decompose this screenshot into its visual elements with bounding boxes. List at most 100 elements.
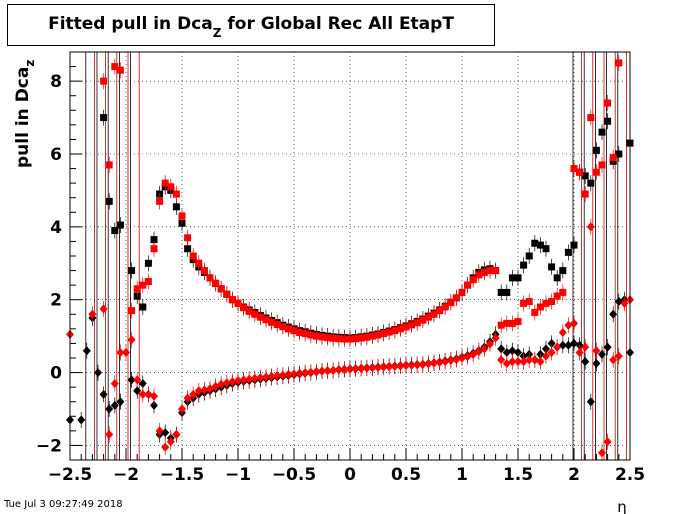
data-point-square bbox=[172, 203, 180, 211]
data-point-diamond bbox=[424, 359, 433, 369]
data-point-square bbox=[161, 179, 169, 187]
data-point-diamond bbox=[217, 379, 226, 389]
data-point-square bbox=[402, 323, 410, 331]
data-point-square bbox=[587, 114, 595, 122]
data-point-diamond bbox=[575, 348, 584, 358]
data-point-diamond bbox=[155, 426, 164, 436]
data-point-square bbox=[576, 168, 584, 176]
x-tick-label: −2.5 bbox=[48, 465, 92, 485]
data-point-diamond bbox=[480, 344, 489, 354]
data-point-square bbox=[581, 172, 589, 180]
data-point-square bbox=[256, 313, 264, 321]
data-point-square bbox=[464, 281, 472, 289]
y-tick-label: 0 bbox=[50, 364, 62, 384]
data-point-diamond bbox=[592, 358, 601, 368]
data-point-square bbox=[514, 318, 522, 326]
data-point-diamond bbox=[486, 339, 494, 349]
data-point-square bbox=[189, 252, 197, 260]
data-point-square bbox=[396, 325, 404, 333]
data-point-square bbox=[296, 329, 304, 336]
data-point-square bbox=[553, 292, 561, 300]
data-point-square bbox=[531, 239, 539, 247]
data-point-square bbox=[156, 197, 164, 205]
data-point-square bbox=[128, 307, 136, 315]
data-point-square bbox=[268, 318, 276, 326]
data-point-square bbox=[318, 333, 326, 341]
data-point-diamond bbox=[430, 358, 438, 368]
data-point-diamond bbox=[318, 366, 326, 376]
data-point-diamond bbox=[284, 369, 293, 379]
data-point-diamond bbox=[178, 404, 186, 414]
data-point-diamond bbox=[547, 348, 556, 358]
data-point-diamond bbox=[491, 333, 500, 343]
data-point-diamond bbox=[542, 351, 550, 361]
data-point-square bbox=[217, 285, 225, 293]
data-point-diamond bbox=[351, 364, 360, 374]
data-point-square bbox=[514, 274, 522, 282]
data-point-diamond bbox=[435, 357, 444, 367]
data-point-square bbox=[548, 263, 556, 271]
data-point-diamond bbox=[194, 386, 203, 396]
data-point-square bbox=[430, 310, 438, 318]
data-point-diamond bbox=[278, 370, 287, 380]
x-tick-label: −0.5 bbox=[272, 465, 316, 485]
data-point-diamond bbox=[228, 377, 237, 387]
data-point-diamond bbox=[418, 360, 427, 370]
data-point-diamond bbox=[340, 365, 349, 375]
data-point-square bbox=[290, 327, 298, 335]
data-point-square bbox=[307, 331, 315, 339]
data-point-diamond bbox=[570, 318, 578, 328]
data-point-diamond bbox=[525, 355, 534, 365]
data-point-square bbox=[503, 319, 511, 327]
data-point-diamond bbox=[402, 361, 410, 371]
data-point-diamond bbox=[262, 372, 270, 382]
data-point-square bbox=[374, 331, 382, 339]
data-point-diamond bbox=[222, 378, 231, 388]
data-point-diamond bbox=[379, 362, 388, 372]
y-tick-label: −2 bbox=[36, 436, 62, 456]
data-point-square bbox=[542, 299, 550, 307]
data-point-diamond bbox=[133, 386, 142, 396]
data-point-diamond bbox=[110, 379, 119, 388]
x-tick-label: 2 bbox=[568, 465, 580, 485]
y-tick-label: 6 bbox=[50, 145, 62, 165]
data-point-square bbox=[604, 99, 612, 107]
data-point-square bbox=[604, 117, 612, 125]
data-point-diamond bbox=[609, 309, 618, 319]
data-point-diamond bbox=[581, 357, 590, 367]
data-point-square bbox=[346, 335, 354, 343]
data-point-square bbox=[581, 190, 589, 198]
data-point-diamond bbox=[183, 393, 192, 403]
data-point-diamond bbox=[161, 442, 170, 452]
data-point-diamond bbox=[329, 365, 338, 375]
data-point-square bbox=[100, 114, 108, 122]
data-point-square bbox=[172, 190, 180, 198]
data-point-square bbox=[223, 290, 231, 298]
data-point-diamond bbox=[441, 357, 450, 367]
data-point-square bbox=[452, 294, 460, 302]
data-point-diamond bbox=[122, 348, 130, 358]
data-point-square bbox=[508, 319, 516, 327]
data-point-square bbox=[475, 271, 483, 279]
data-point-square bbox=[116, 221, 124, 229]
data-point-diamond bbox=[290, 369, 298, 379]
data-point-diamond bbox=[390, 361, 399, 371]
data-point-diamond bbox=[77, 415, 86, 425]
data-point-diamond bbox=[239, 375, 248, 385]
data-point-square bbox=[598, 161, 606, 169]
data-point-square bbox=[419, 316, 427, 324]
data-point-square bbox=[480, 268, 488, 276]
data-point-square bbox=[251, 310, 259, 318]
data-point-diamond bbox=[558, 328, 567, 337]
data-point-square bbox=[615, 150, 623, 158]
data-point-square bbox=[284, 325, 292, 333]
data-point-diamond bbox=[374, 362, 382, 372]
data-point-diamond bbox=[547, 338, 556, 348]
data-point-diamond bbox=[497, 355, 506, 365]
data-point-square bbox=[469, 276, 477, 284]
data-point-square bbox=[531, 308, 539, 316]
data-point-diamond bbox=[99, 389, 108, 399]
data-point-square bbox=[150, 236, 158, 244]
data-point-square bbox=[391, 327, 399, 335]
